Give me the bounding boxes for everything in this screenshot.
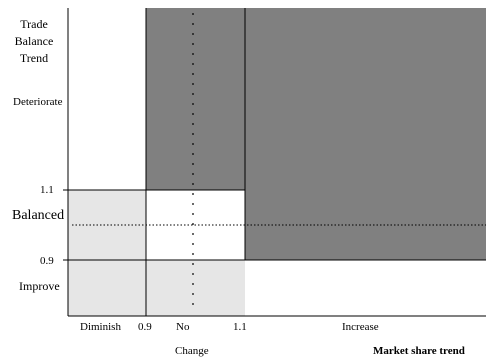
dot xyxy=(192,293,194,295)
dot xyxy=(192,223,194,225)
y-tick-1-1: 1.1 xyxy=(40,184,54,196)
y-axis-title: Trade Balance Trend xyxy=(4,16,64,67)
dot xyxy=(192,253,194,255)
dot xyxy=(192,183,194,185)
dot xyxy=(192,273,194,275)
zone-improve-diminish xyxy=(68,260,146,316)
dot xyxy=(192,193,194,195)
y-axis-title-line-1: Trade xyxy=(20,17,48,31)
label-balanced: Balanced xyxy=(12,208,65,223)
label-no: No xyxy=(176,321,190,333)
zone-deteriorate-increase xyxy=(146,8,486,190)
dot xyxy=(192,233,194,235)
zone-improve-no-change xyxy=(146,260,245,316)
dot xyxy=(192,143,194,145)
dot xyxy=(192,13,194,15)
label-deteriorate: Deteriorate xyxy=(13,96,63,108)
dot xyxy=(192,33,194,35)
no-change-dotted-line xyxy=(192,13,194,305)
zone-balanced-increase xyxy=(245,190,486,260)
dot xyxy=(192,213,194,215)
dot xyxy=(192,113,194,115)
dot xyxy=(192,63,194,65)
dot xyxy=(192,103,194,105)
label-improve: Improve xyxy=(19,279,60,293)
dot xyxy=(192,83,194,85)
dot xyxy=(192,243,194,245)
dot xyxy=(192,303,194,305)
dot xyxy=(192,133,194,135)
label-increase: Increase xyxy=(342,321,379,333)
dot xyxy=(192,73,194,75)
dot xyxy=(192,203,194,205)
label-diminish: Diminish xyxy=(80,321,121,333)
dot xyxy=(192,283,194,285)
dot xyxy=(192,123,194,125)
y-tick-0-9: 0.9 xyxy=(40,255,54,267)
dot xyxy=(192,23,194,25)
x-axis-title: Market share trend xyxy=(373,345,465,357)
dot xyxy=(192,263,194,265)
x-tick-1-1: 1.1 xyxy=(233,321,247,333)
dot xyxy=(192,93,194,95)
x-tick-0-9: 0.9 xyxy=(138,321,152,333)
dot xyxy=(192,163,194,165)
label-change: Change xyxy=(175,345,209,357)
dot xyxy=(192,53,194,55)
dot xyxy=(192,43,194,45)
dot xyxy=(192,153,194,155)
y-axis-title-line-2: Balance xyxy=(14,34,54,48)
dot xyxy=(192,173,194,175)
y-axis-title-line-3: Trend xyxy=(19,51,49,65)
